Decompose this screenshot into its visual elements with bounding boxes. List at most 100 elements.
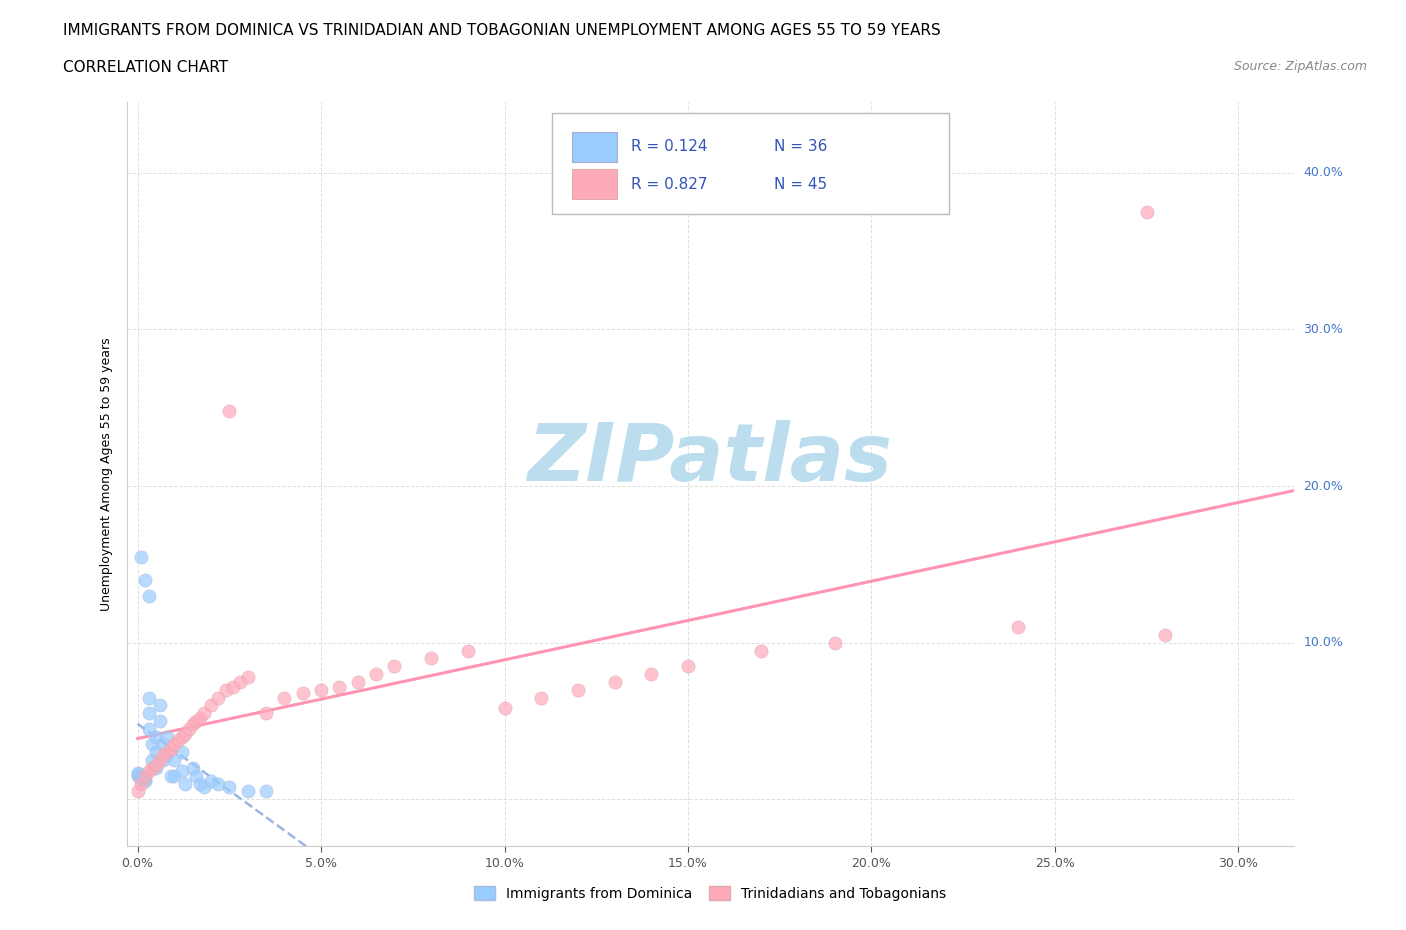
Point: [152, 737, 174, 752]
Text: ZIPatlas: ZIPatlas: [527, 420, 893, 498]
Point: [156, 745, 179, 760]
Point: [254, 706, 277, 721]
Point: [170, 764, 193, 778]
Text: IMMIGRANTS FROM DOMINICA VS TRINIDADIAN AND TOBAGONIAN UNEMPLOYMENT AMONG AGES 5: IMMIGRANTS FROM DOMINICA VS TRINIDADIAN …: [63, 23, 941, 38]
Point: [603, 674, 626, 689]
Point: [159, 742, 181, 757]
Point: [177, 722, 200, 737]
Point: [346, 674, 368, 689]
Legend: Immigrants from Dominica, Trinidadians and Tobagonians: Immigrants from Dominica, Trinidadians a…: [468, 881, 952, 907]
Point: [309, 683, 332, 698]
Text: R = 0.827: R = 0.827: [631, 177, 707, 192]
Point: [129, 772, 152, 787]
Point: [174, 777, 197, 791]
Point: [152, 752, 174, 767]
Point: [156, 729, 179, 744]
Point: [364, 667, 387, 682]
Point: [1007, 619, 1029, 634]
Text: N = 36: N = 36: [775, 140, 828, 154]
Point: [420, 651, 443, 666]
Point: [207, 777, 229, 791]
Point: [138, 589, 160, 604]
Point: [207, 690, 229, 705]
Text: N = 45: N = 45: [775, 177, 827, 192]
Point: [145, 761, 167, 776]
Point: [141, 752, 163, 767]
Point: [214, 683, 236, 698]
Point: [129, 770, 152, 785]
Point: [222, 679, 245, 694]
Point: [676, 658, 699, 673]
Text: R = 0.124: R = 0.124: [631, 140, 707, 154]
Point: [567, 683, 589, 698]
Point: [254, 784, 277, 799]
Point: [141, 737, 163, 752]
Point: [186, 713, 208, 728]
Point: [170, 745, 193, 760]
Point: [170, 729, 193, 744]
Point: [494, 701, 516, 716]
Point: [751, 643, 773, 658]
Point: [134, 768, 156, 783]
Point: [174, 726, 197, 741]
Point: [138, 706, 160, 721]
Point: [229, 674, 252, 689]
Point: [145, 745, 167, 760]
Point: [138, 764, 160, 778]
Point: [134, 573, 156, 588]
Point: [129, 549, 152, 564]
Point: [384, 658, 406, 673]
Point: [181, 717, 204, 732]
Text: CORRELATION CHART: CORRELATION CHART: [63, 60, 228, 75]
Point: [1154, 628, 1177, 643]
Point: [218, 779, 240, 794]
FancyBboxPatch shape: [553, 113, 949, 214]
Point: [141, 761, 163, 776]
Point: [148, 698, 170, 712]
Point: [159, 768, 181, 783]
Point: [148, 713, 170, 728]
Point: [129, 777, 152, 791]
Point: [291, 685, 314, 700]
Point: [148, 752, 170, 767]
Point: [530, 690, 553, 705]
Point: [457, 643, 479, 658]
Point: [200, 698, 222, 712]
Point: [127, 768, 149, 783]
Point: [1136, 205, 1159, 219]
Point: [824, 635, 846, 650]
Point: [134, 773, 156, 788]
Point: [273, 690, 295, 705]
Text: 30.0%: 30.0%: [1303, 323, 1343, 336]
Point: [188, 711, 211, 725]
Point: [188, 777, 211, 791]
Point: [138, 722, 160, 737]
Point: [134, 772, 156, 787]
Point: [163, 752, 186, 767]
Point: [145, 729, 167, 744]
Point: [152, 748, 174, 763]
Point: [138, 690, 160, 705]
Text: Source: ZipAtlas.com: Source: ZipAtlas.com: [1233, 60, 1367, 73]
Point: [145, 757, 167, 772]
Point: [640, 667, 662, 682]
Point: [200, 773, 222, 788]
Point: [127, 765, 149, 780]
Point: [193, 706, 215, 721]
Point: [186, 768, 208, 783]
Text: 40.0%: 40.0%: [1303, 166, 1343, 179]
Y-axis label: Unemployment Among Ages 55 to 59 years: Unemployment Among Ages 55 to 59 years: [100, 338, 114, 611]
Bar: [572, 132, 617, 162]
Point: [127, 784, 149, 799]
Point: [236, 784, 259, 799]
Point: [163, 768, 186, 783]
Bar: [572, 169, 617, 199]
Point: [163, 737, 186, 752]
Point: [167, 732, 190, 747]
Point: [181, 761, 204, 776]
Point: [127, 767, 149, 782]
Point: [193, 779, 215, 794]
Text: 20.0%: 20.0%: [1303, 480, 1343, 493]
Point: [218, 404, 240, 418]
Point: [328, 679, 350, 694]
